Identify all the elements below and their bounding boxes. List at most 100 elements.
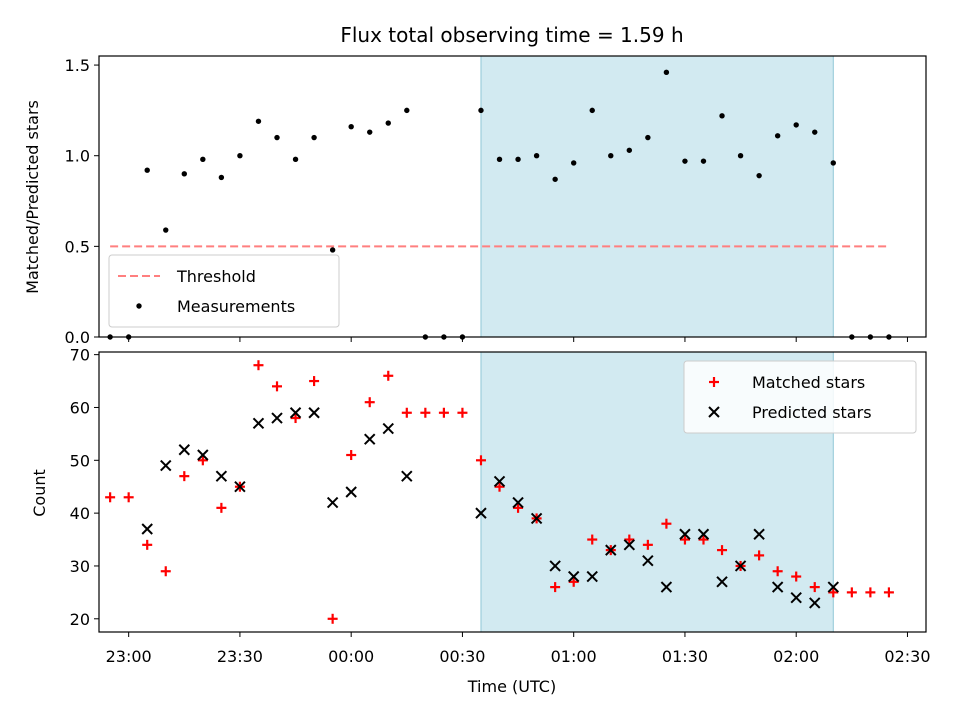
bottom-y-tick-label: 50 [70, 451, 90, 470]
matched-star-point [438, 407, 449, 418]
matched-star-point [809, 582, 820, 593]
top-y-tick-label: 1.5 [65, 56, 90, 75]
measurement-point [348, 124, 354, 130]
measurement-point [552, 176, 558, 182]
predicted-star-point [252, 417, 265, 430]
measurement-point [218, 174, 225, 181]
matched-star-point [791, 571, 802, 582]
top-y-axis-label: Matched/Predicted stars [23, 100, 42, 294]
bottom-legend-box [683, 360, 917, 434]
matched-star-point [698, 534, 709, 545]
predicted-star-point [345, 486, 357, 498]
measurement-point [570, 160, 577, 166]
bottom-x-tick-label: 00:00 [328, 647, 374, 666]
matched-star-point [717, 545, 728, 556]
top-legend-box [108, 254, 340, 328]
bottom-plot-frame [98, 351, 927, 633]
predicted-star-point [530, 512, 543, 525]
predicted-star-point [753, 528, 765, 540]
top-legend-entry: Threshold [118, 267, 256, 286]
measurement-point [311, 134, 317, 141]
measurement-point [774, 133, 781, 139]
matched-star-point [290, 413, 301, 424]
bottom-x-tick-label: 01:30 [662, 647, 708, 666]
top-legend-entry: Measurements [136, 297, 295, 316]
predicted-star-point [160, 459, 172, 472]
matched-star-point [772, 566, 783, 577]
predicted-star-point [716, 576, 728, 588]
matched-star-point [865, 587, 876, 598]
top-legend: Threshold Measurements [108, 254, 340, 328]
bottom-y-tick-label: 30 [70, 557, 90, 576]
predicted-star-point [512, 496, 524, 509]
bottom-y-tick-label: 20 [70, 610, 90, 629]
measurement-point [737, 153, 744, 159]
predicted-star-point [567, 570, 580, 583]
matched-star-point [420, 407, 431, 418]
matched-star-point [457, 407, 468, 418]
measurement-point [292, 156, 299, 163]
predicted-star-point [586, 570, 598, 583]
matched-star-point [401, 407, 412, 418]
measurement-point [608, 153, 614, 159]
measurement-point [478, 107, 484, 114]
legend-label: Measurements [177, 297, 295, 316]
matched-star-point [123, 492, 134, 503]
legend-label: Matched stars [752, 373, 865, 392]
measurement-point [830, 160, 836, 166]
matched-star-point [383, 370, 394, 381]
measurement-point [237, 153, 243, 159]
predicted-star-point [215, 470, 228, 482]
measurement-point [812, 129, 818, 135]
measurement-point [385, 120, 391, 126]
predicted-star-point [271, 412, 283, 424]
matched-star-point [475, 455, 486, 466]
predicted-star-point [679, 528, 691, 540]
measurement-point [626, 147, 633, 153]
top-panel: 0.0 0.5 1.0 1.5 Matched/Predicted stars Thr… [23, 55, 927, 347]
matched-star-point [754, 550, 765, 561]
predicted-star-point [790, 591, 802, 604]
measurement-point [200, 156, 206, 163]
bottom-x-tick-label: 23:00 [106, 647, 152, 666]
measurement-point [255, 118, 262, 124]
predicted-star-point [623, 539, 636, 551]
matched-star-point [309, 376, 320, 387]
measurement-point [700, 158, 707, 164]
measurement-point [163, 227, 169, 233]
predicted-star-point [660, 581, 673, 593]
measurement-point [663, 69, 670, 76]
measurement-point [756, 172, 762, 179]
predicted-star-point [141, 523, 153, 535]
measurement-point [645, 134, 651, 141]
bottom-y-tick-label: 70 [70, 346, 90, 365]
top-y-tick-label: 0.5 [65, 237, 90, 256]
predicted-star-point [289, 407, 302, 419]
matched-star-point [253, 360, 264, 371]
predicted-star-point [827, 581, 839, 593]
legend-label: Predicted stars [752, 403, 872, 422]
matched-star-point [327, 613, 338, 624]
legend-label: Threshold [176, 267, 256, 286]
measurement-point [515, 156, 521, 163]
bottom-x-tick-label: 02:00 [773, 647, 819, 666]
predicted-star-point [734, 560, 747, 572]
top-highlight-band [480, 56, 834, 337]
matched-star-point [846, 587, 857, 598]
matched-star-point [550, 582, 561, 593]
bottom-y-tick-label: 60 [70, 398, 90, 417]
bottom-x-tick-label: 01:00 [551, 647, 597, 666]
matched-star-point [513, 502, 524, 513]
bottom-x-tick-label: 02:30 [884, 647, 930, 666]
matched-star-point [364, 397, 375, 408]
measurement-point [181, 171, 187, 177]
predicted-star-point [382, 422, 394, 435]
predicted-star-point [234, 481, 246, 493]
measurement-point [144, 167, 150, 173]
measurement-point [404, 107, 410, 114]
bottom-legend-entry: Predicted stars [708, 403, 872, 422]
predicted-star-point [493, 475, 506, 488]
predicted-star-point [364, 433, 376, 445]
matched-star-point [160, 566, 171, 577]
